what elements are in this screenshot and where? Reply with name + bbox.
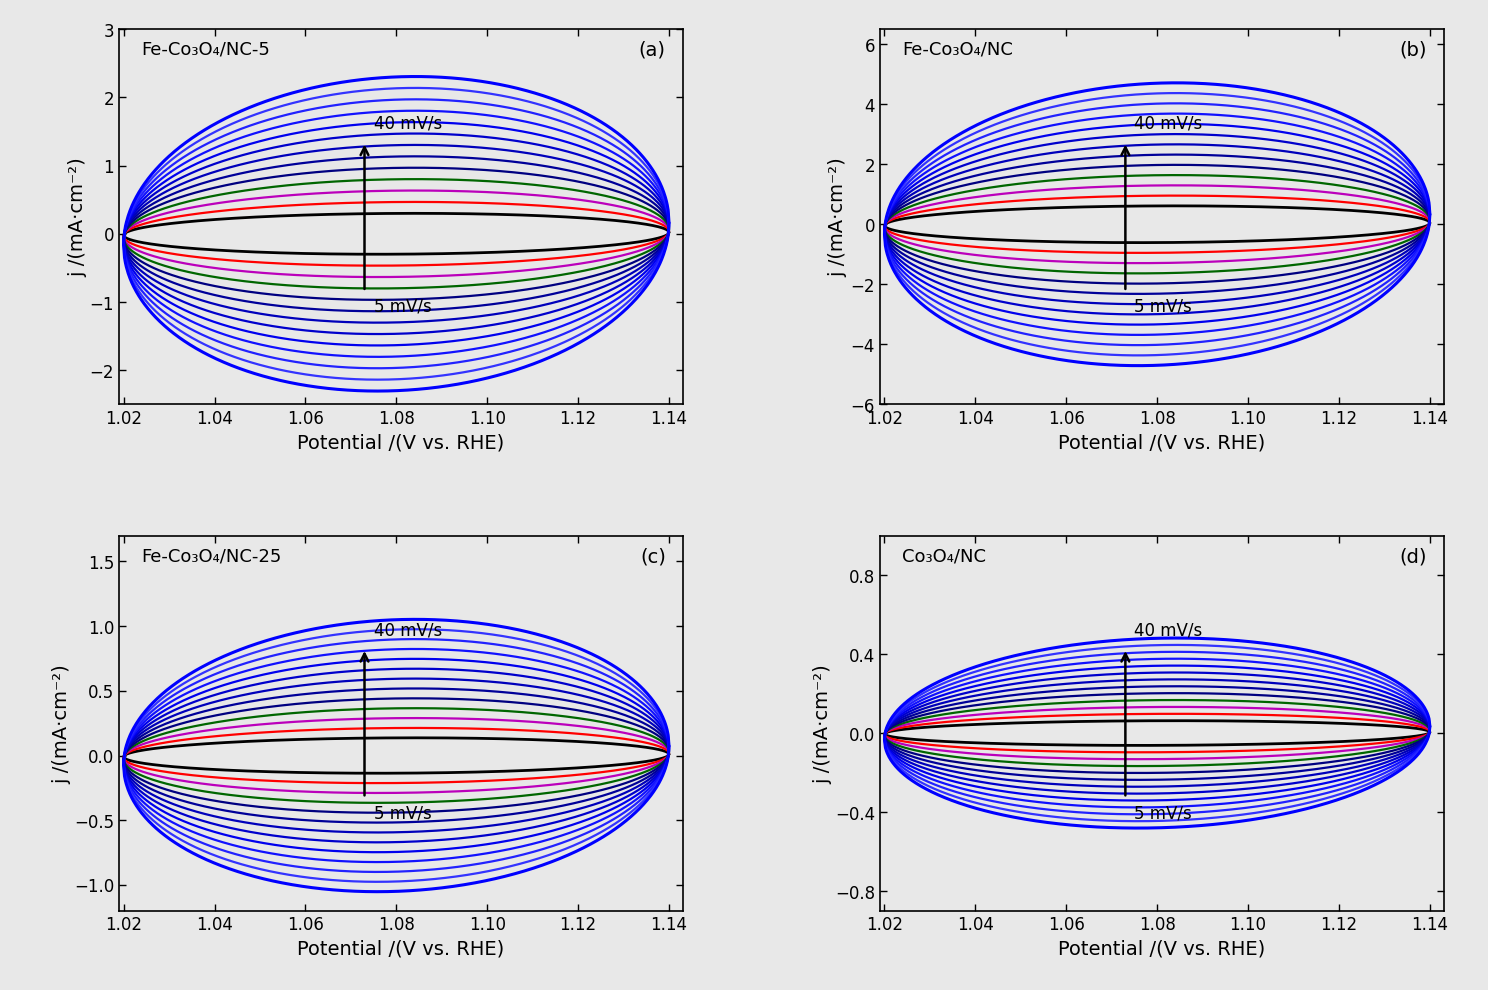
Y-axis label: j /(mA·cm⁻²): j /(mA·cm⁻²) [829,157,848,277]
Text: 5 mV/s: 5 mV/s [1134,804,1192,822]
X-axis label: Potential /(V vs. RHE): Potential /(V vs. RHE) [298,940,504,958]
Y-axis label: j /(mA·cm⁻²): j /(mA·cm⁻²) [52,663,71,783]
Text: 40 mV/s: 40 mV/s [373,621,442,639]
X-axis label: Potential /(V vs. RHE): Potential /(V vs. RHE) [298,433,504,452]
Text: (a): (a) [638,41,665,60]
Text: Fe-Co₃O₄/NC-25: Fe-Co₃O₄/NC-25 [141,547,281,565]
Text: 40 mV/s: 40 mV/s [1134,621,1202,639]
Y-axis label: j /(mA·cm⁻²): j /(mA·cm⁻²) [812,663,832,783]
Y-axis label: j /(mA·cm⁻²): j /(mA·cm⁻²) [68,157,86,277]
Text: 5 mV/s: 5 mV/s [373,804,432,822]
Text: 40 mV/s: 40 mV/s [1134,115,1202,133]
Text: Fe-Co₃O₄/NC: Fe-Co₃O₄/NC [902,41,1013,59]
Text: (d): (d) [1399,547,1427,566]
Text: 5 mV/s: 5 mV/s [1134,298,1192,316]
X-axis label: Potential /(V vs. RHE): Potential /(V vs. RHE) [1058,940,1265,958]
Text: Co₃O₄/NC: Co₃O₄/NC [902,547,987,565]
X-axis label: Potential /(V vs. RHE): Potential /(V vs. RHE) [1058,433,1265,452]
Text: Fe-Co₃O₄/NC-5: Fe-Co₃O₄/NC-5 [141,41,271,59]
Text: 5 mV/s: 5 mV/s [373,298,432,316]
Text: (c): (c) [640,547,665,566]
Text: 40 mV/s: 40 mV/s [373,115,442,133]
Text: (b): (b) [1399,41,1427,60]
